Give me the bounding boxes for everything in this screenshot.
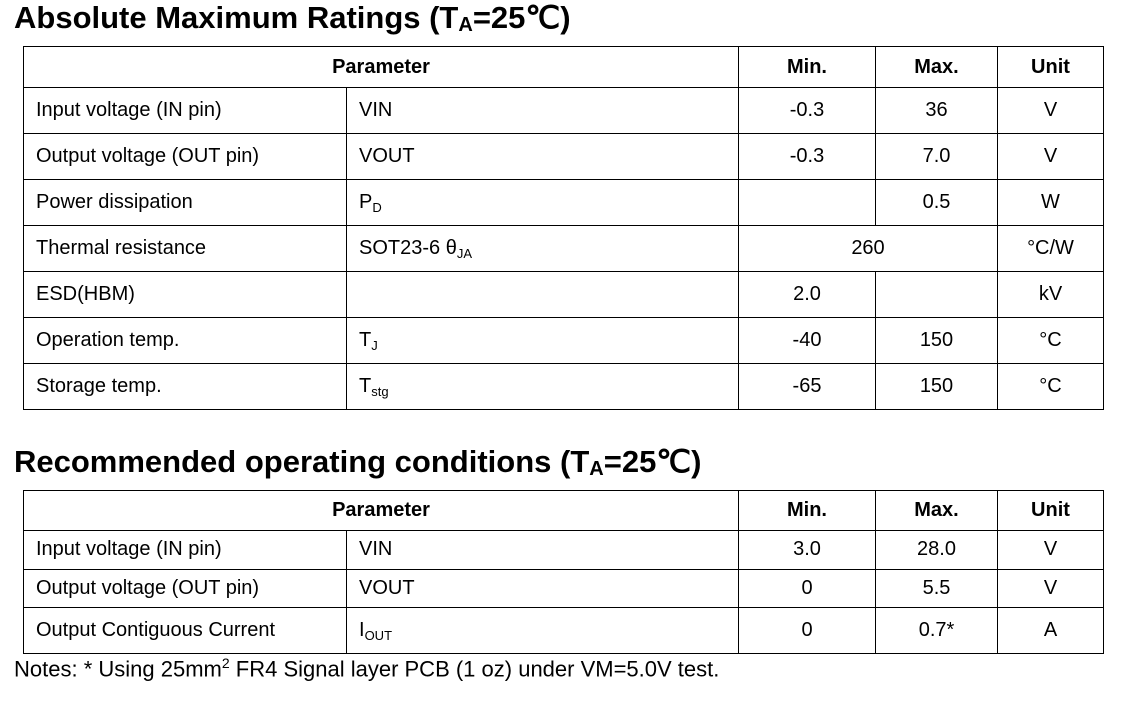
data-row: ESD(HBM) 2.0 kV bbox=[23, 271, 1104, 318]
param-cell: Output voltage (OUT pin) bbox=[23, 133, 347, 180]
unit-cell: W bbox=[997, 179, 1104, 226]
param-cell: ESD(HBM) bbox=[23, 271, 347, 318]
section-title: Recommended operating conditions (TA=25℃… bbox=[14, 444, 701, 481]
title-text: Recommended operating conditions (T bbox=[14, 444, 590, 479]
symbol-text: VIN bbox=[359, 538, 393, 561]
notes-tail: FR4 Signal layer PCB (1 oz) under VM=5.0… bbox=[229, 656, 720, 682]
symbol-text: T bbox=[359, 374, 372, 397]
header-cell: Parameter bbox=[23, 46, 739, 88]
symbol-text: VOUT bbox=[359, 145, 415, 167]
param-cell: Input voltage (IN pin) bbox=[23, 87, 347, 134]
header-cell: Max. bbox=[875, 46, 998, 88]
symbol-sub: JA bbox=[456, 245, 472, 261]
data-row: Storage temp. Tstg -65 150 °C bbox=[23, 363, 1104, 410]
max-cell: 150 bbox=[875, 363, 998, 410]
symbol-cell: SOT23-6 θJA bbox=[346, 225, 739, 272]
header-cell: Min. bbox=[738, 46, 876, 88]
min-cell: 2.0 bbox=[738, 271, 876, 318]
value-cell: 260 bbox=[738, 225, 998, 272]
data-row: Input voltage (IN pin) VIN -0.3 36 V bbox=[23, 87, 1104, 134]
data-row: Output Contiguous Current IOUT 0 0.7* A bbox=[23, 607, 1104, 654]
symbol-sub: stg bbox=[371, 383, 389, 399]
symbol-cell: VIN bbox=[346, 530, 739, 570]
max-cell bbox=[875, 271, 998, 318]
symbol-sub: OUT bbox=[364, 627, 393, 643]
min-cell: 3.0 bbox=[738, 530, 876, 570]
param-cell: Storage temp. bbox=[23, 363, 347, 410]
data-row: Power dissipation PD 0.5 W bbox=[23, 179, 1104, 226]
min-cell bbox=[738, 179, 876, 226]
data-row: Thermal resistance SOT23-6 θJA 260 °C/W bbox=[23, 225, 1104, 272]
data-row: Output voltage (OUT pin) VOUT -0.3 7.0 V bbox=[23, 133, 1104, 180]
param-cell: Power dissipation bbox=[23, 179, 347, 226]
symbol-cell: PD bbox=[346, 179, 739, 226]
symbol-cell bbox=[346, 271, 739, 318]
title-tail: =25℃) bbox=[472, 0, 571, 35]
data-row: Operation temp. TJ -40 150 °C bbox=[23, 317, 1104, 364]
header-cell: Min. bbox=[738, 490, 876, 531]
header-row: Parameter Min. Max. Unit bbox=[23, 46, 1104, 88]
symbol-sub: J bbox=[371, 337, 378, 353]
unit-cell: kV bbox=[997, 271, 1104, 318]
header-row: Parameter Min. Max. Unit bbox=[23, 490, 1104, 531]
symbol-cell: VOUT bbox=[346, 568, 739, 608]
param-cell: Operation temp. bbox=[23, 317, 347, 364]
spec-table: Parameter Min. Max. Unit Input voltage (IN p… bbox=[23, 490, 1104, 654]
title-sub: A bbox=[589, 458, 604, 480]
notes-sup: 2 bbox=[221, 655, 230, 671]
symbol-cell: IOUT bbox=[346, 607, 739, 654]
data-row: Output voltage (OUT pin) VOUT 0 5.5 V bbox=[23, 568, 1104, 608]
max-cell: 5.5 bbox=[875, 568, 998, 608]
data-row: Input voltage (IN pin) VIN 3.0 28.0 V bbox=[23, 530, 1104, 570]
max-cell: 36 bbox=[875, 87, 998, 134]
symbol-cell: TJ bbox=[346, 317, 739, 364]
min-cell: -40 bbox=[738, 317, 876, 364]
header-cell: Parameter bbox=[23, 490, 739, 531]
max-cell: 0.7* bbox=[875, 607, 998, 654]
unit-cell: V bbox=[997, 87, 1104, 134]
unit-cell: °C bbox=[997, 317, 1104, 364]
symbol-cell: VOUT bbox=[346, 133, 739, 180]
header-cell: Max. bbox=[875, 490, 998, 531]
symbol-text: T bbox=[359, 328, 372, 351]
param-cell: Output voltage (OUT pin) bbox=[23, 568, 347, 608]
title-tail: =25℃) bbox=[603, 444, 702, 479]
max-cell: 7.0 bbox=[875, 133, 998, 180]
symbol-sub: D bbox=[372, 199, 382, 215]
param-cell: Input voltage (IN pin) bbox=[23, 530, 347, 570]
title-text: Absolute Maximum Ratings (T bbox=[14, 0, 459, 35]
header-cell: Unit bbox=[997, 46, 1104, 88]
min-cell: 0 bbox=[738, 568, 876, 608]
unit-cell: V bbox=[997, 133, 1104, 180]
notes-text: Notes: * Using 25mm bbox=[14, 656, 222, 682]
max-cell: 28.0 bbox=[875, 530, 998, 570]
param-cell: Thermal resistance bbox=[23, 225, 347, 272]
min-cell: -0.3 bbox=[738, 87, 876, 134]
symbol-text: VIN bbox=[359, 99, 393, 121]
symbol-text: VOUT bbox=[359, 576, 415, 599]
unit-cell: V bbox=[997, 568, 1104, 608]
min-cell: -65 bbox=[738, 363, 876, 410]
param-cell: Output Contiguous Current bbox=[23, 607, 347, 654]
spec-table: Parameter Min. Max. Unit Input voltage (IN p… bbox=[23, 46, 1104, 410]
notes: Notes: * Using 25mm2 FR4 Signal layer PC… bbox=[14, 655, 719, 682]
max-cell: 0.5 bbox=[875, 179, 998, 226]
unit-cell: °C bbox=[997, 363, 1104, 410]
symbol-cell: VIN bbox=[346, 87, 739, 134]
max-cell: 150 bbox=[875, 317, 998, 364]
symbol-cell: Tstg bbox=[346, 363, 739, 410]
unit-cell: °C/W bbox=[997, 225, 1104, 272]
symbol-text: I bbox=[359, 618, 365, 641]
header-cell: Unit bbox=[997, 490, 1104, 531]
section-title: Absolute Maximum Ratings (TA=25℃) bbox=[14, 0, 571, 37]
symbol-text: SOT23-6 θ bbox=[359, 236, 457, 259]
unit-cell: A bbox=[997, 607, 1104, 654]
min-cell: -0.3 bbox=[738, 133, 876, 180]
title-sub: A bbox=[458, 14, 473, 36]
unit-cell: V bbox=[997, 530, 1104, 570]
min-cell: 0 bbox=[738, 607, 876, 654]
symbol-text: P bbox=[359, 190, 373, 213]
